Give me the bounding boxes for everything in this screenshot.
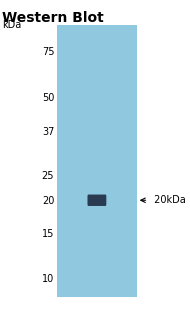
Text: kDa: kDa (2, 20, 21, 30)
Bar (57, 25, 137, 297)
Text: 20kDa: 20kDa (141, 195, 186, 205)
Text: Western Blot: Western Blot (2, 11, 104, 25)
FancyBboxPatch shape (87, 195, 106, 206)
